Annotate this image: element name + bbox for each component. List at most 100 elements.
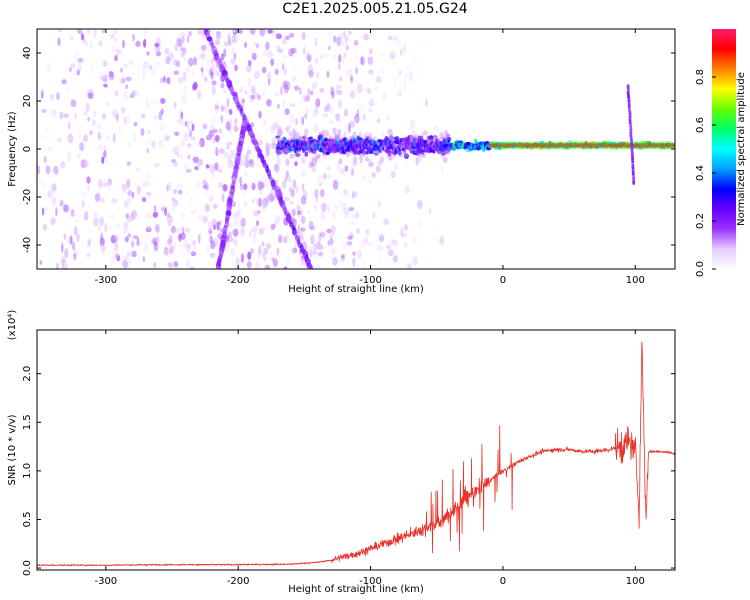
noise-blob [271, 257, 275, 262]
noise-blob [155, 36, 161, 45]
noise-blob [177, 182, 183, 192]
noise-blob [256, 94, 262, 100]
noise-blob [56, 262, 59, 269]
noise-blob [230, 37, 233, 48]
halo-blob [365, 131, 371, 138]
noise-blob [87, 183, 90, 192]
snr-y-axis-label: SNR (10 * v/v) [7, 414, 18, 485]
noise-blob [185, 227, 190, 234]
noise-blob [82, 134, 89, 143]
noise-blob [213, 224, 216, 230]
noise-blob [300, 170, 307, 177]
noise-blob [85, 102, 90, 113]
noise-blob [255, 220, 260, 226]
noise-blob [349, 232, 355, 240]
noise-blob [145, 212, 151, 219]
noise-blob [128, 60, 134, 66]
noise-blob [320, 212, 326, 222]
noise-blob [211, 86, 216, 96]
noise-blob [342, 29, 346, 37]
noise-blob [116, 223, 121, 230]
noise-blob [90, 65, 94, 75]
noise-blob [317, 201, 322, 207]
noise-blob [322, 172, 327, 180]
noise-blob [78, 142, 85, 151]
noise-blob [253, 231, 257, 238]
noise-blob [218, 168, 223, 173]
noise-blob [133, 121, 138, 127]
noise-blob [393, 241, 399, 248]
noise-blob [258, 245, 262, 255]
noise-blob [400, 227, 404, 237]
noise-blob [47, 189, 53, 199]
noise-blob [42, 223, 47, 231]
noise-blob [354, 210, 358, 219]
noise-blob [108, 224, 113, 232]
noise-blob [247, 60, 252, 67]
noise-blob [208, 230, 213, 235]
noise-blob [211, 75, 216, 81]
noise-blob [229, 222, 235, 229]
noise-blob [356, 109, 360, 117]
noise-blob [414, 164, 420, 171]
noise-blob [218, 128, 223, 134]
noise-blob [270, 223, 276, 231]
noise-blob [136, 254, 141, 263]
noise-blob [262, 49, 269, 57]
noise-blob [363, 236, 369, 245]
noise-blob [248, 159, 253, 164]
noise-blob [113, 234, 119, 242]
noise-blob [182, 72, 187, 82]
noise-blob [103, 150, 107, 159]
noise-blob [271, 29, 277, 37]
noise-blob [194, 206, 198, 214]
noise-blob [203, 190, 208, 195]
noise-blob [180, 52, 185, 58]
noise-blob [289, 103, 296, 107]
noise-blob [349, 120, 355, 128]
noise-blob [66, 86, 72, 93]
halo-blob [352, 131, 357, 139]
noise-blob [264, 225, 267, 233]
noise-blob [282, 179, 287, 190]
noise-blob [219, 148, 225, 155]
spectrogram-heatmap [37, 29, 675, 269]
noise-blob [232, 29, 236, 33]
noise-blob [263, 127, 270, 133]
noise-blob [226, 98, 230, 107]
noise-blob [98, 178, 103, 189]
halo-blob [325, 130, 330, 138]
noise-blob [231, 201, 236, 208]
noise-blob [195, 180, 201, 190]
noise-blob [283, 236, 288, 244]
signal-blob [295, 153, 301, 157]
noise-blob [51, 183, 57, 192]
noise-blob [212, 134, 216, 145]
noise-blob [378, 66, 385, 74]
noise-blob [204, 76, 208, 82]
noise-blob [197, 159, 203, 166]
noise-blob [298, 209, 304, 216]
noise-blob [336, 84, 342, 89]
noise-blob [261, 199, 265, 210]
noise-blob [326, 70, 330, 78]
noise-blob [187, 143, 192, 148]
noise-blob [122, 225, 128, 234]
noise-blob [105, 135, 110, 141]
noise-blob [374, 85, 378, 91]
noise-blob [393, 78, 397, 87]
noise-blob [200, 70, 205, 79]
noise-blob [313, 264, 317, 269]
noise-blob [297, 258, 302, 268]
noise-blob [111, 109, 118, 119]
noise-blob [332, 257, 338, 266]
noise-blob [291, 74, 297, 81]
noise-blob [146, 148, 149, 154]
noise-blob [336, 89, 343, 96]
noise-blob [221, 193, 225, 203]
noise-blob [309, 242, 315, 251]
noise-blob [114, 37, 118, 43]
halo-blob [343, 132, 347, 139]
noise-blob [383, 218, 390, 225]
